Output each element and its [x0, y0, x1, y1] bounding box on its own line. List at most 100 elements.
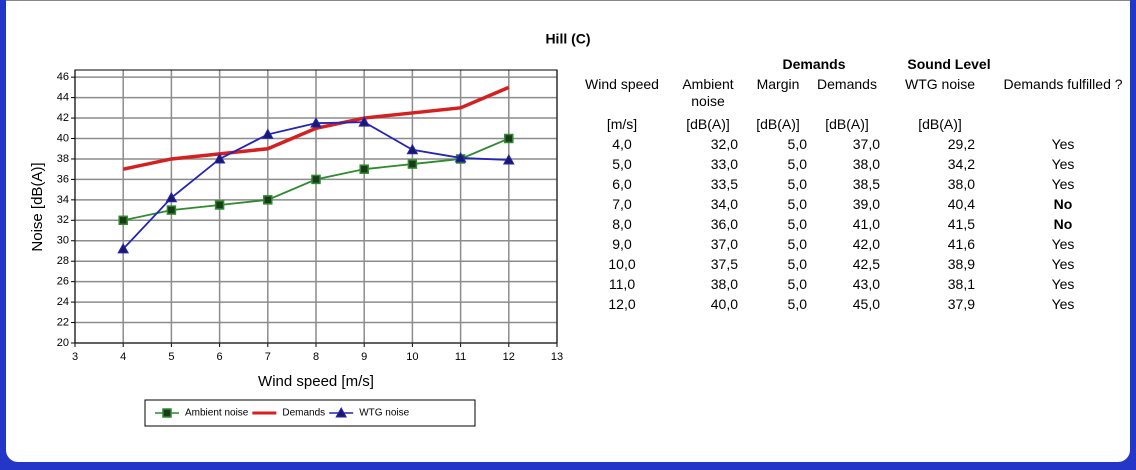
y-tick-label: 40 [57, 132, 69, 144]
table-cell: Yes [1051, 136, 1075, 152]
y-tick-label: 44 [57, 92, 69, 104]
table-cell: Yes [1051, 256, 1075, 272]
table-cell: 41,6 [947, 236, 975, 252]
units-cell: [dB(A)] [686, 116, 730, 132]
header-cell: Demands fulfilled ? [1003, 76, 1123, 92]
units-cell: [dB(A)] [825, 116, 869, 132]
table-cell: 32,0 [710, 136, 738, 152]
table-cell: 12,0 [608, 296, 636, 312]
marker [359, 164, 369, 174]
x-tick-label: 8 [313, 351, 319, 363]
header-cell: Wind speed [585, 76, 659, 92]
legend-marker [335, 406, 348, 418]
y-tick-label: 28 [57, 255, 69, 267]
table-cell: 8,0 [612, 216, 632, 232]
table-cell: 33,0 [710, 156, 738, 172]
y-tick-label: 30 [57, 235, 69, 247]
x-tick-label: 3 [72, 351, 78, 363]
marker [118, 215, 128, 226]
table-cell: 40,4 [947, 196, 975, 212]
marker [407, 159, 418, 169]
marker [165, 191, 178, 203]
marker [454, 151, 467, 163]
table-cell: Yes [1051, 236, 1075, 252]
table-cell: 11,0 [608, 276, 636, 292]
table-cell: 4,0 [612, 136, 632, 152]
table-cell: 38,5 [852, 176, 880, 192]
table-cell: 34,2 [947, 156, 975, 172]
units-cell: [dB(A)] [756, 116, 800, 132]
marker [214, 200, 225, 210]
marker [504, 133, 514, 144]
table-cell: Yes [1051, 276, 1075, 292]
table-cell: 38,0 [947, 176, 975, 192]
table-cell: 36,0 [710, 216, 738, 232]
marker [311, 174, 321, 185]
header-cell: Margin [756, 76, 800, 92]
table-cell: 7,0 [612, 196, 632, 212]
y-tick-label: 22 [57, 316, 69, 328]
table-cell: 37,0 [710, 236, 738, 252]
group-header: Demands [782, 56, 846, 72]
legend-label: Ambient noise [185, 408, 249, 419]
table-cell: 37,0 [852, 136, 880, 152]
legend-marker [162, 408, 172, 418]
marker [406, 143, 419, 155]
header-cell: Demands [817, 76, 877, 92]
x-tick-label: 11 [455, 351, 466, 363]
legend-box [144, 399, 476, 427]
table-cell: 5,0 [787, 276, 807, 292]
table-cell: 5,0 [787, 296, 807, 312]
table-cell: 43,0 [852, 276, 880, 292]
x-tick-label: 6 [217, 351, 223, 363]
table-cell: No [1053, 216, 1073, 232]
y-tick-label: 38 [57, 153, 69, 165]
table-cell: 38,0 [852, 156, 880, 172]
table-cell: 41,5 [947, 216, 975, 232]
x-tick-label: 9 [361, 351, 367, 363]
table-cell: Yes [1051, 296, 1075, 312]
table-cell: 33,5 [710, 176, 738, 192]
table-cell: 39,0 [852, 196, 880, 212]
series-line [122, 85, 510, 171]
table-cell: 41,0 [852, 216, 880, 232]
y-tick-label: 36 [57, 173, 69, 185]
x-axis-label: Wind speed [m/s] [258, 373, 374, 390]
legend-label: Demands [282, 408, 325, 419]
header-cell: Ambient noise [682, 76, 734, 109]
group-header: Sound Level [907, 56, 991, 72]
y-tick-label: 42 [57, 112, 69, 124]
y-tick-label: 26 [57, 276, 69, 288]
units-cell: [dB(A)] [918, 116, 962, 132]
y-tick-label: 32 [57, 214, 69, 226]
y-tick-label: 20 [57, 337, 69, 349]
table-cell: No [1053, 196, 1073, 212]
table-cell: 5,0 [787, 136, 807, 152]
y-axis-label: Noise [dB(A)] [29, 162, 46, 251]
table-cell: Yes [1051, 176, 1075, 192]
table-cell: 5,0 [787, 176, 807, 192]
table-cell: 42,0 [852, 236, 880, 252]
marker [263, 195, 273, 205]
y-tick-label: 24 [57, 296, 69, 308]
x-tick-label: 5 [168, 351, 174, 363]
table-cell: 6,0 [612, 176, 632, 192]
legend-label: WTG noise [359, 408, 409, 419]
table-cell: 38,0 [710, 276, 738, 292]
marker [117, 242, 130, 254]
header-cell: WTG noise [904, 76, 975, 92]
table-cell: 5,0 [787, 236, 807, 252]
marker [213, 152, 226, 164]
table-cell: 5,0 [612, 156, 632, 172]
x-tick-label: 10 [406, 351, 418, 363]
marker [502, 153, 515, 165]
table-cell: 5,0 [787, 216, 807, 232]
y-tick-label: 46 [57, 71, 69, 83]
chart-title: Hill (C) [545, 31, 590, 47]
table-cell: 34,0 [710, 196, 738, 212]
x-tick-label: 12 [503, 351, 515, 363]
x-tick-label: 4 [120, 351, 126, 363]
table-cell: 42,5 [852, 256, 880, 272]
